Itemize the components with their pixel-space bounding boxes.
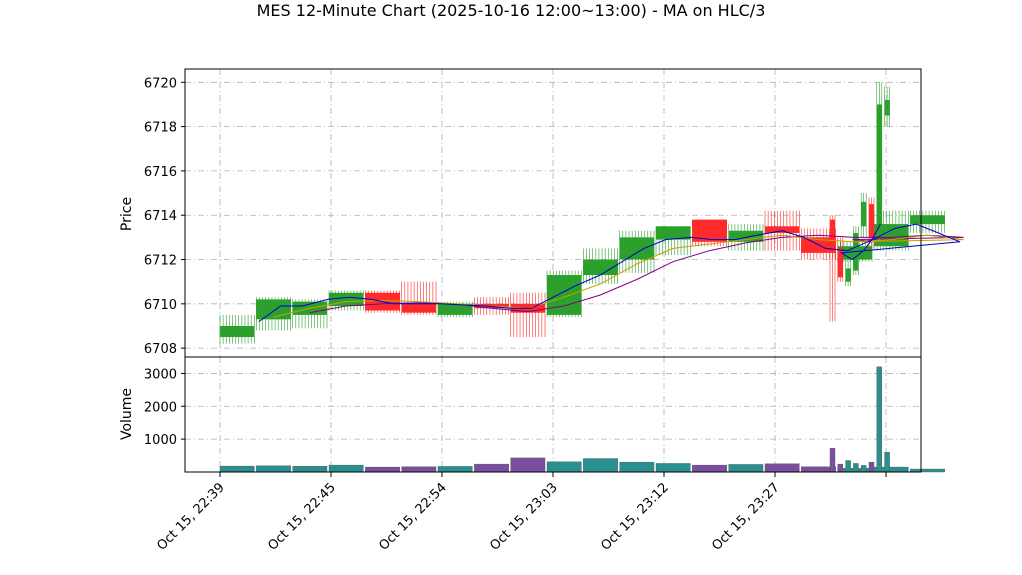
volume-bar (876, 366, 882, 473)
volume-bar (837, 463, 843, 473)
volume-bar (692, 464, 727, 473)
volume-grid (185, 357, 921, 472)
volume-bar (728, 464, 764, 473)
price-grid (185, 69, 921, 357)
candle-body (583, 259, 618, 276)
volume-bar (655, 463, 691, 473)
x-tick-label: Oct 15, 22:45 (265, 480, 338, 553)
volume-bar (401, 466, 437, 473)
price-tick-label: 6720 (144, 76, 177, 91)
candle-body (837, 248, 843, 278)
volume-tick-label: 2000 (144, 400, 177, 415)
volume-bar (619, 461, 655, 473)
candle-body (256, 299, 291, 320)
candle (910, 210, 945, 233)
price-tick-label: 6716 (144, 165, 177, 180)
price-tick-label: 6718 (144, 121, 177, 136)
candle (876, 82, 883, 242)
price-axis-ticks: 6708 6710 6712 6714 6716 6718 6720 (144, 76, 185, 357)
candle (884, 86, 890, 127)
candle-body (830, 219, 835, 249)
ma-mid-line (273, 234, 964, 318)
volume-bar (884, 452, 890, 473)
candle-body (910, 215, 945, 225)
candle-body (861, 201, 867, 227)
candle (401, 281, 437, 315)
candle-body (876, 104, 882, 238)
price-axis-label: Price (119, 197, 135, 231)
x-tick-label: Oct 15, 23:27 (709, 480, 782, 553)
candle-body (765, 226, 800, 233)
volume-bar (510, 457, 546, 473)
volume-bar (256, 465, 291, 473)
volume-bar (845, 460, 851, 473)
candle-body (845, 268, 851, 282)
ma-fast-line (258, 223, 961, 323)
volume-bar (328, 464, 364, 473)
volume-axis-ticks: 1000 2000 3000 (144, 367, 185, 448)
volume-bar (861, 465, 867, 473)
candle (829, 215, 836, 322)
candle (860, 193, 867, 238)
volume-axis-label: Volume (119, 388, 135, 440)
candle-body (438, 303, 473, 315)
chart-title: MES 12-Minute Chart (2025-10-16 12:00~13… (257, 1, 766, 20)
candle (655, 226, 691, 256)
volume-bar (437, 466, 473, 473)
candle (546, 270, 582, 318)
candle (328, 290, 364, 311)
candle (764, 210, 800, 251)
candle-body (728, 230, 764, 242)
price-tick-label: 6712 (144, 254, 177, 269)
candle-body (884, 100, 890, 116)
candle-body (869, 204, 874, 238)
volume-bar (474, 463, 509, 473)
candle (583, 248, 618, 284)
moving-averages (258, 223, 964, 323)
candle (619, 230, 655, 273)
candle-body (619, 237, 655, 260)
candle (256, 297, 291, 331)
volume-bar (868, 461, 875, 473)
x-tick-label: Oct 15, 23:03 (487, 480, 560, 553)
candle (853, 226, 859, 276)
volume-bar (829, 448, 836, 473)
volume-bar (853, 463, 859, 473)
price-tick-label: 6714 (144, 209, 177, 224)
x-tick-label: Oct 15, 23:12 (598, 480, 671, 553)
volume-bar (546, 461, 582, 473)
volume-bar (583, 458, 618, 473)
price-tick-label: 6710 (144, 298, 177, 313)
candle-body (220, 325, 255, 338)
price-tick-label: 6708 (144, 342, 177, 357)
volume-tick-label: 1000 (144, 433, 177, 448)
x-axis-ticks: Oct 15, 22:39 Oct 15, 22:45 Oct 15, 22:54 O… (154, 472, 887, 554)
candle (837, 237, 844, 282)
x-tick-label: Oct 15, 22:54 (376, 480, 449, 553)
volume-bar (910, 468, 945, 473)
volume-bar (219, 465, 255, 473)
volume-bars (219, 366, 945, 473)
candle-body (547, 275, 582, 315)
volume-tick-label: 3000 (144, 367, 177, 382)
volume-bar (292, 466, 328, 473)
candle (219, 314, 255, 344)
candle-body (401, 303, 437, 313)
volume-bar (764, 463, 800, 473)
candle (510, 292, 546, 338)
volume-bar (365, 466, 400, 473)
candle-body (656, 226, 691, 240)
candle (845, 259, 851, 287)
x-tick-label: Oct 15, 22:39 (154, 480, 227, 553)
candle-body (692, 219, 727, 242)
